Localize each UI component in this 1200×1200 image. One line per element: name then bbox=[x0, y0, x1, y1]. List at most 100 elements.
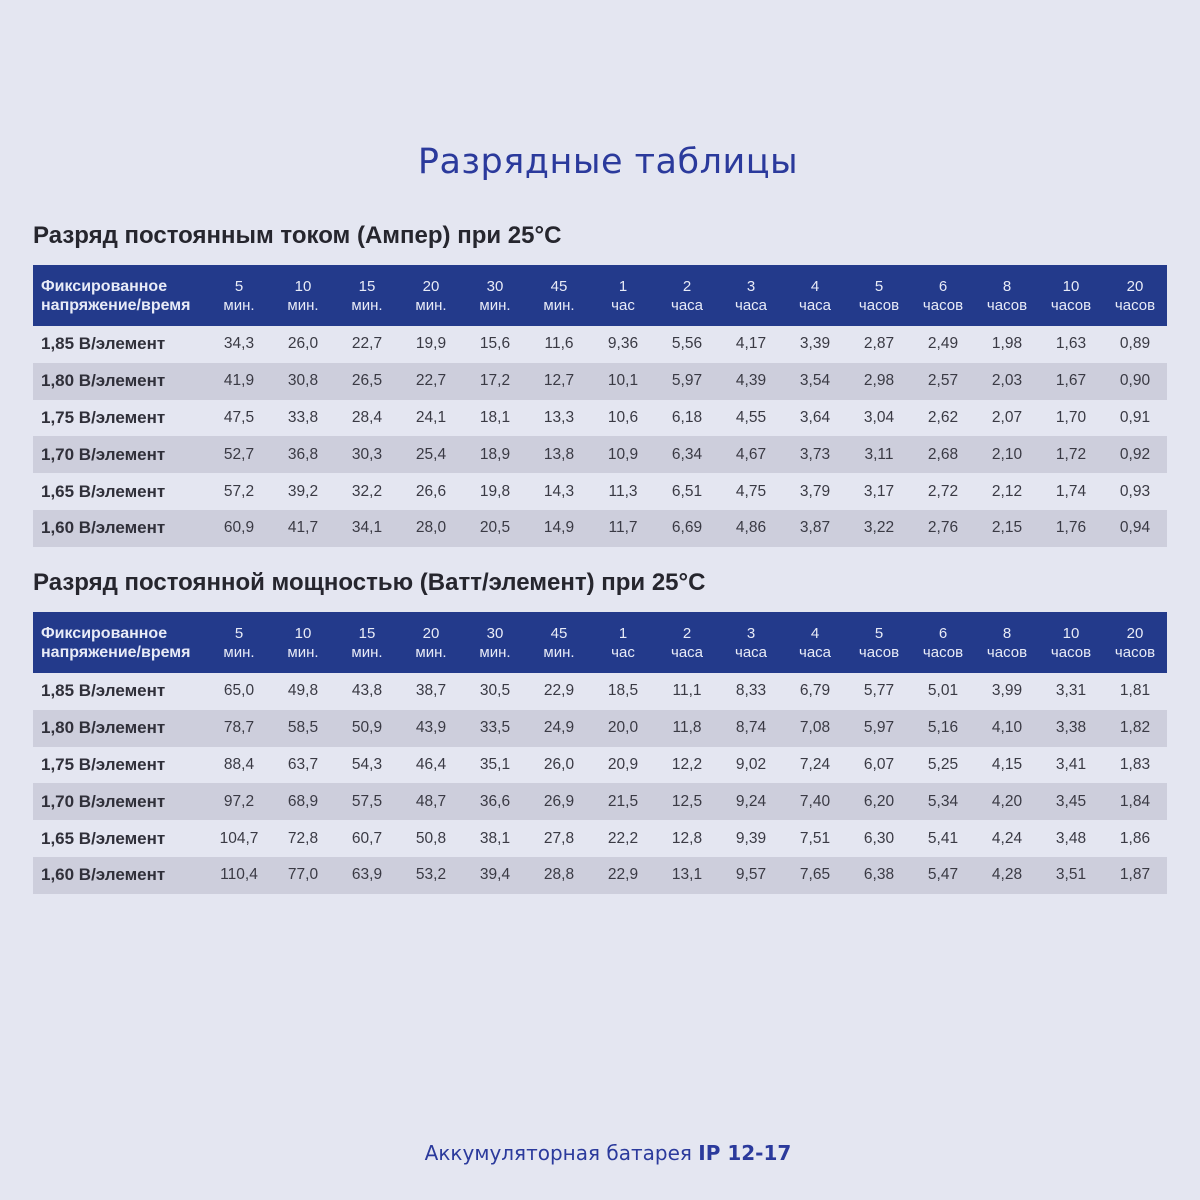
table-cell: 8,33 bbox=[735, 682, 767, 700]
table-cell: 97,2 bbox=[207, 783, 271, 821]
row-label: 1,80 В/элемент bbox=[33, 709, 207, 747]
table-cell: 6,79 bbox=[799, 682, 831, 700]
table-cell: 2,12 bbox=[991, 482, 1023, 500]
table-row: 1,65 В/элемент 104,7 72,8 60,7 50,8 38,1 27,8 2… bbox=[33, 820, 1167, 857]
table-cell: 4,86 bbox=[719, 509, 783, 547]
header-line: 5 bbox=[234, 277, 244, 295]
header-row: Фиксированное напряжение/время 5 мин. 10 мин.… bbox=[33, 265, 1167, 326]
header-duration: 30 мин. bbox=[463, 612, 527, 673]
table-row: 1,80 В/элемент 41,9 30,8 26,5 22,7 17,2 12,7 10… bbox=[33, 362, 1167, 400]
table-cell: 26,0 bbox=[287, 335, 319, 353]
table-cell: 11,6 bbox=[544, 335, 574, 353]
table-cell: 12,2 bbox=[671, 755, 703, 773]
header-line: 10 bbox=[1062, 624, 1080, 642]
table-cell: 21,5 bbox=[591, 783, 655, 821]
table-cell: 0,94 bbox=[1103, 509, 1167, 547]
table-cell: 0,91 bbox=[1119, 408, 1151, 426]
header-line: мин. bbox=[287, 643, 319, 661]
current-discharge-table: Фиксированное напряжение/время 5 мин. 10 мин.… bbox=[33, 265, 1167, 547]
table-row: 1,75 В/элемент 47,5 33,8 28,4 24,1 18,1 13,3 10… bbox=[33, 400, 1167, 437]
table-cell: 2,72 bbox=[927, 482, 959, 500]
table-cell: 38,7 bbox=[415, 682, 447, 700]
table-cell: 48,7 bbox=[399, 783, 463, 821]
table-cell: 14,3 bbox=[543, 482, 575, 500]
header-line: 15 bbox=[358, 277, 376, 295]
table-cell: 3,11 bbox=[847, 436, 911, 474]
table-cell: 41,7 bbox=[271, 509, 335, 547]
table-cell: 22,9 bbox=[543, 682, 575, 700]
header-line: 20 bbox=[422, 277, 440, 295]
table-cell: 28,8 bbox=[527, 856, 591, 894]
page-title: Разрядные таблицы bbox=[417, 142, 799, 182]
table-row: 1,75 В/элемент 88,4 63,7 54,3 46,4 35,1 26,0 20… bbox=[33, 747, 1167, 784]
table-cell: 11,8 bbox=[655, 709, 719, 747]
header-line: 3 bbox=[746, 624, 756, 642]
row-label: 1,70 В/элемент bbox=[33, 783, 207, 821]
table-cell: 1,76 bbox=[1039, 509, 1103, 547]
header-duration: 2 часа bbox=[655, 612, 719, 673]
header-duration: 10 мин. bbox=[271, 612, 335, 673]
table-cell: 5,77 bbox=[863, 682, 895, 700]
table-cell: 2,98 bbox=[847, 362, 911, 400]
table-cell: 27,8 bbox=[543, 829, 575, 847]
table-row: 1,70 В/элемент 52,7 36,8 30,3 25,4 18,9 13,8 10… bbox=[33, 436, 1167, 474]
header-duration: 15 мин. bbox=[335, 265, 399, 326]
table-cell: 19,9 bbox=[415, 335, 447, 353]
header-line: часов bbox=[858, 296, 900, 314]
table-cell: 8,74 bbox=[719, 709, 783, 747]
table-row: 1,85 В/элемент 65,0 49,8 43,8 38,7 30,5 22,9 18… bbox=[33, 673, 1167, 710]
table-cell: 6,51 bbox=[671, 482, 703, 500]
table-cell: 20,0 bbox=[591, 709, 655, 747]
table-cell: 12,5 bbox=[655, 783, 719, 821]
header-line: 30 bbox=[486, 277, 504, 295]
row-label: 1,75 В/элемент bbox=[41, 407, 166, 427]
table-cell: 4,24 bbox=[991, 829, 1023, 847]
table-cell: 18,5 bbox=[607, 682, 639, 700]
header-line: 20 bbox=[1126, 624, 1144, 642]
table-row: 1,85 В/элемент 34,3 26,0 22,7 19,9 15,6 11,6 9,… bbox=[33, 326, 1167, 363]
header-line: 10 bbox=[294, 624, 312, 642]
table-cell: 22,9 bbox=[591, 856, 655, 894]
table-cell: 1,84 bbox=[1103, 783, 1167, 821]
table-cell: 9,24 bbox=[719, 783, 783, 821]
table-cell: 2,07 bbox=[991, 408, 1023, 426]
table-cell: 4,67 bbox=[719, 436, 783, 474]
header-line: часа bbox=[735, 296, 767, 314]
table-cell: 2,57 bbox=[911, 362, 975, 400]
table-cell: 13,1 bbox=[655, 856, 719, 894]
table-cell: 18,1 bbox=[479, 408, 511, 426]
table-cell: 28,4 bbox=[351, 408, 383, 426]
header-line: часа bbox=[735, 643, 767, 661]
header-duration: 20 часов bbox=[1103, 265, 1167, 326]
table-cell: 7,51 bbox=[799, 829, 831, 847]
table-cell: 0,93 bbox=[1119, 482, 1151, 500]
table-cell: 6,38 bbox=[847, 856, 911, 894]
power-discharge-table: Фиксированное напряжение/время 5 мин. 10 мин.… bbox=[33, 612, 1167, 894]
header-row: Фиксированное напряжение/время 5 мин. 10 мин.… bbox=[33, 612, 1167, 673]
table-cell: 49,8 bbox=[287, 682, 319, 700]
header-duration: 5 часов bbox=[847, 612, 911, 673]
header-line: часов bbox=[858, 643, 900, 661]
table-row: 1,60 В/элемент 60,9 41,7 34,1 28,0 20,5 14,9 11… bbox=[33, 509, 1167, 547]
table-cell: 12,7 bbox=[527, 362, 591, 400]
table-cell: 57,2 bbox=[223, 482, 255, 500]
header-voltage-time: Фиксированное напряжение/время bbox=[33, 265, 207, 326]
table-cell: 3,73 bbox=[783, 436, 847, 474]
header-line: 10 bbox=[294, 277, 312, 295]
row-label: 1,80 В/элемент bbox=[33, 362, 207, 400]
header-duration: 8 часов bbox=[975, 612, 1039, 673]
table-cell: 1,63 bbox=[1055, 335, 1087, 353]
header-line: час bbox=[611, 643, 635, 661]
table-cell: 41,9 bbox=[207, 362, 271, 400]
table-cell: 10,1 bbox=[591, 362, 655, 400]
header-line: мин. bbox=[543, 643, 575, 661]
table-cell: 13,3 bbox=[543, 408, 575, 426]
table-cell: 1,67 bbox=[1039, 362, 1103, 400]
header-line: часов bbox=[922, 296, 964, 314]
table-cell: 9,39 bbox=[735, 829, 767, 847]
table-cell: 5,56 bbox=[671, 335, 703, 353]
header-line: мин. bbox=[415, 296, 447, 314]
table-cell: 9,36 bbox=[607, 335, 639, 353]
header-duration: 10 часов bbox=[1039, 265, 1103, 326]
header-line: 1 bbox=[618, 624, 628, 642]
